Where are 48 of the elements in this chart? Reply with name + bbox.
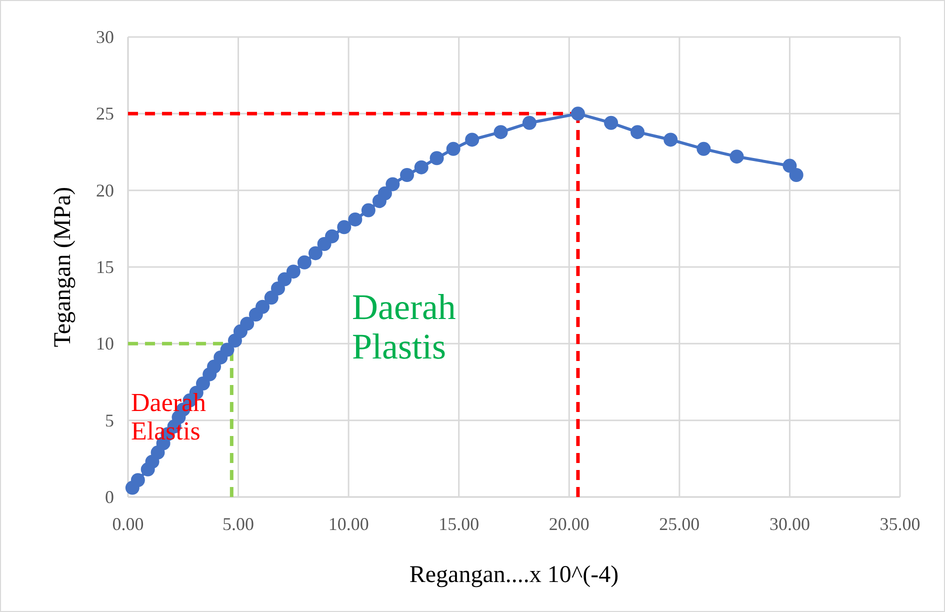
point [465,132,480,147]
x-tick-label: 20.00 [548,514,590,534]
point [789,168,804,182]
point [604,116,618,130]
x-tick-label: 25.00 [659,514,700,534]
y-tick-label: 20 [96,180,114,200]
point [378,186,392,200]
annotation: Daerah Plastis [352,286,456,366]
point [446,142,460,156]
point [696,142,711,156]
x-tick-label: 5.00 [222,514,254,534]
point [400,168,414,182]
x-tick-label: 15.00 [438,514,480,534]
y-axis-title: Tegangan (MPa) [50,186,76,348]
point [325,229,340,244]
point [220,342,234,357]
point [430,151,444,166]
y-tick-label: 10 [96,334,114,354]
point [297,255,312,270]
point [664,132,678,147]
point [308,246,322,260]
point [522,116,536,130]
y-tick-label: 30 [96,27,114,47]
point [361,203,376,218]
point [270,281,285,296]
point [196,376,210,391]
point [256,300,270,314]
point [348,212,362,226]
point [337,220,352,234]
x-axis-title: Regangan....x 10^(-4) [409,562,619,588]
y-tick-label: 0 [105,487,114,507]
point [240,316,254,331]
y-tick-label: 25 [96,104,114,124]
point [630,125,645,140]
point [570,106,585,121]
x-tick-label: 10.00 [328,514,369,534]
point [286,264,300,279]
point [386,177,400,192]
y-tick-label: 15 [96,257,114,277]
y-tick-label: 5 [105,410,114,430]
x-tick-label: 0.00 [112,514,144,534]
point [494,125,508,140]
x-tick-label: 35.00 [880,514,920,534]
point [130,473,145,488]
point [278,272,292,286]
x-tick-label: 30.00 [769,514,810,534]
point [730,150,744,164]
point [414,160,428,174]
